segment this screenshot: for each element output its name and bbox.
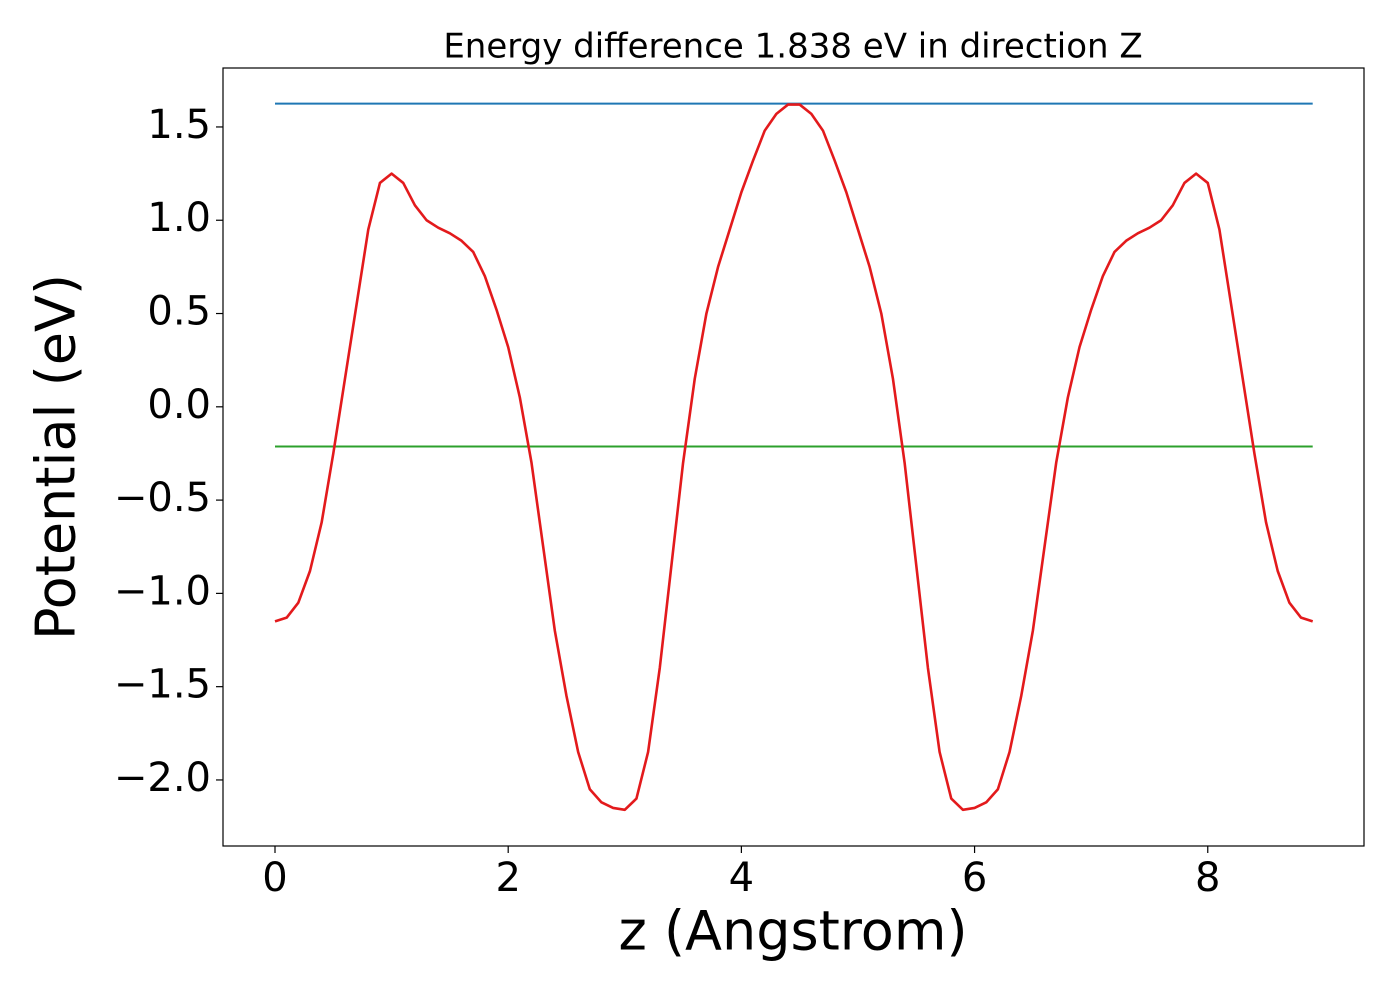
y-tick-label: −1.5	[114, 662, 211, 708]
y-tick-label: 0.5	[147, 289, 211, 335]
y-tick-label: −2.0	[114, 755, 211, 801]
data-line	[274, 103, 1314, 812]
x-tick-label: 4	[729, 855, 754, 901]
y-tick-label: 1.0	[147, 195, 211, 241]
y-tick-label: −1.0	[114, 568, 211, 614]
x-tick-label: 0	[262, 855, 287, 901]
y-tick-label: 0.0	[147, 382, 211, 428]
x-axis-label: z (Angstrom)	[618, 900, 967, 963]
y-axis-label: Potential (eV)	[25, 274, 88, 640]
y-tick-label: −0.5	[114, 475, 211, 521]
chart-title: Energy difference 1.838 eV in direction …	[443, 27, 1142, 67]
x-tick-label: 8	[1195, 855, 1220, 901]
y-tick-label: 1.5	[147, 102, 211, 148]
x-tick-label: 2	[495, 855, 520, 901]
x-tick-label: 6	[962, 855, 987, 901]
plot-frame	[222, 67, 1365, 847]
